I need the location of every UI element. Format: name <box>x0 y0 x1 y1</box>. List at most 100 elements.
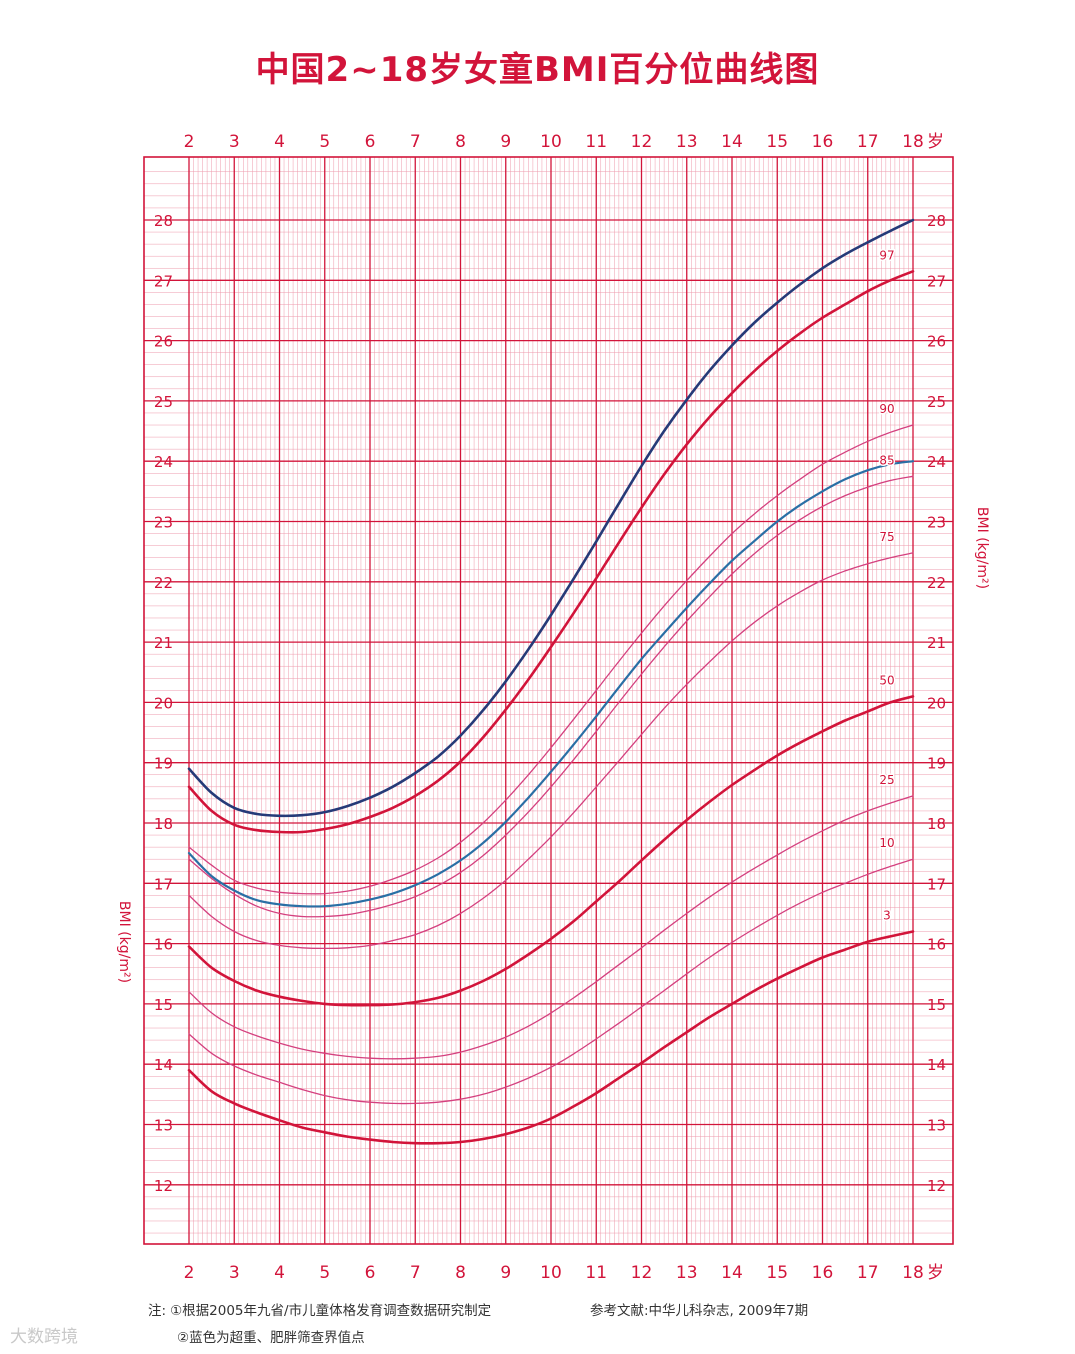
series-line-50 <box>187 695 915 1007</box>
y-tick-label-right: 15 <box>927 996 946 1014</box>
y-tick-label-left: 14 <box>154 1056 173 1074</box>
axis-labels: 2233445566778899101011111212131314141515… <box>116 132 990 1283</box>
y-tick-label-left: 20 <box>154 694 173 712</box>
y-tick-label-right: 20 <box>927 694 946 712</box>
series-label-50: 50 <box>879 673 894 687</box>
x-tick-label-top: 10 <box>540 132 562 152</box>
y-axis-title-right: BMI (kg/m²) <box>974 507 990 589</box>
x-tick-label-top: 2 <box>184 132 195 152</box>
series-label-75: 75 <box>879 530 894 544</box>
y-tick-label-left: 25 <box>154 393 173 411</box>
series-label-25: 25 <box>879 773 894 787</box>
chart-title: 中国2~18岁女童BMI百分位曲线图 <box>255 50 820 90</box>
minor-grid <box>144 157 953 1244</box>
y-tick-label-right: 23 <box>927 514 946 532</box>
series-lines <box>187 218 915 1145</box>
y-tick-label-right: 26 <box>927 333 946 351</box>
y-tick-label-right: 13 <box>927 1117 946 1135</box>
x-tick-label-bottom: 15 <box>766 1263 788 1283</box>
x-tick-label-top: 8 <box>455 132 466 152</box>
y-tick-label-right: 21 <box>927 634 946 652</box>
series-line-75 <box>188 552 914 950</box>
y-tick-label-left: 19 <box>154 755 173 773</box>
series-line-90 <box>188 424 914 895</box>
series-label-85: 85 <box>879 453 894 467</box>
series-line-10 <box>188 858 914 1105</box>
plot-frame <box>143 156 954 1245</box>
x-tick-label-bottom: 9 <box>500 1263 511 1283</box>
x-tick-label-top: 12 <box>631 132 653 152</box>
y-tick-label-right: 28 <box>927 212 946 230</box>
x-tick-label-bottom: 11 <box>585 1263 607 1283</box>
reference-note: 参考文献:中华儿科杂志, 2009年7期 <box>590 1303 809 1319</box>
y-tick-label-left: 26 <box>154 333 173 351</box>
y-tick-label-right: 17 <box>927 875 946 893</box>
x-tick-label-bottom: 13 <box>676 1263 698 1283</box>
x-tick-label-top: 5 <box>319 132 330 152</box>
x-tick-label-bottom: 16 <box>812 1263 834 1283</box>
series-label-10: 10 <box>879 836 894 850</box>
x-tick-label-top: 6 <box>365 132 376 152</box>
y-tick-label-right: 25 <box>927 393 946 411</box>
series-line-85 <box>188 475 914 918</box>
y-tick-label-left: 15 <box>154 996 173 1014</box>
series-labels: 97 90 85 75 50 25 10 3 <box>878 247 896 924</box>
x-tick-label-bottom: 7 <box>410 1263 421 1283</box>
y-tick-label-left: 22 <box>154 574 173 592</box>
notes-prefix: 注: <box>148 1303 167 1319</box>
x-unit-label-top: 岁 <box>927 132 944 152</box>
y-tick-label-left: 21 <box>154 634 173 652</box>
x-tick-label-bottom: 4 <box>274 1263 285 1283</box>
series-line-97 <box>187 270 915 834</box>
series-label-90: 90 <box>879 402 894 416</box>
series-label-3: 3 <box>883 909 891 923</box>
x-tick-label-bottom: 12 <box>631 1263 653 1283</box>
series-line-3 <box>187 930 915 1145</box>
series-line-肥胖 <box>187 218 915 818</box>
x-tick-label-top: 4 <box>274 132 285 152</box>
x-tick-label-bottom: 10 <box>540 1263 562 1283</box>
y-tick-label-left: 28 <box>154 212 173 230</box>
y-tick-label-right: 19 <box>927 755 946 773</box>
y-tick-label-right: 14 <box>927 1056 946 1074</box>
y-tick-label-right: 27 <box>927 272 946 290</box>
y-tick-label-right: 16 <box>927 936 946 954</box>
x-tick-label-top: 18 <box>902 132 924 152</box>
x-tick-label-top: 17 <box>857 132 879 152</box>
y-tick-label-right: 18 <box>927 815 946 833</box>
x-tick-label-top: 13 <box>676 132 698 152</box>
x-unit-label-bottom: 岁 <box>927 1263 944 1283</box>
series-label-97: 97 <box>879 248 894 262</box>
x-tick-label-top: 9 <box>500 132 511 152</box>
watermark: 大数跨境 <box>10 1327 78 1347</box>
x-tick-label-bottom: 2 <box>184 1263 195 1283</box>
x-tick-label-bottom: 3 <box>229 1263 240 1283</box>
y-tick-label-right: 24 <box>927 453 946 471</box>
y-tick-label-right: 12 <box>927 1177 946 1195</box>
x-tick-label-top: 15 <box>766 132 788 152</box>
y-tick-label-left: 18 <box>154 815 173 833</box>
y-tick-label-right: 22 <box>927 574 946 592</box>
x-tick-label-top: 11 <box>585 132 607 152</box>
y-tick-label-left: 27 <box>154 272 173 290</box>
series-line-超重 <box>187 460 915 908</box>
series-line-25 <box>188 795 914 1060</box>
x-tick-label-top: 14 <box>721 132 743 152</box>
note-2: ②蓝色为超重、肥胖筛查界值点 <box>177 1330 365 1346</box>
y-tick-label-left: 24 <box>154 453 173 471</box>
y-tick-label-left: 12 <box>154 1177 173 1195</box>
footnotes: 注: ①根据2005年九省/市儿童体格发育调查数据研究制定 ②蓝色为超重、肥胖筛查… <box>148 1298 495 1352</box>
y-tick-label-left: 13 <box>154 1117 173 1135</box>
x-tick-label-top: 16 <box>812 132 834 152</box>
major-grid <box>143 156 954 1245</box>
x-tick-label-bottom: 8 <box>455 1263 466 1283</box>
x-tick-label-top: 7 <box>410 132 421 152</box>
y-tick-label-left: 16 <box>154 936 173 954</box>
x-tick-label-bottom: 14 <box>721 1263 743 1283</box>
y-tick-label-left: 23 <box>154 514 173 532</box>
x-tick-label-bottom: 5 <box>319 1263 330 1283</box>
y-axis-title-left: BMI (kg/m²) <box>116 901 132 983</box>
note-1: ①根据2005年九省/市儿童体格发育调查数据研究制定 <box>170 1303 492 1319</box>
x-tick-label-bottom: 6 <box>365 1263 376 1283</box>
